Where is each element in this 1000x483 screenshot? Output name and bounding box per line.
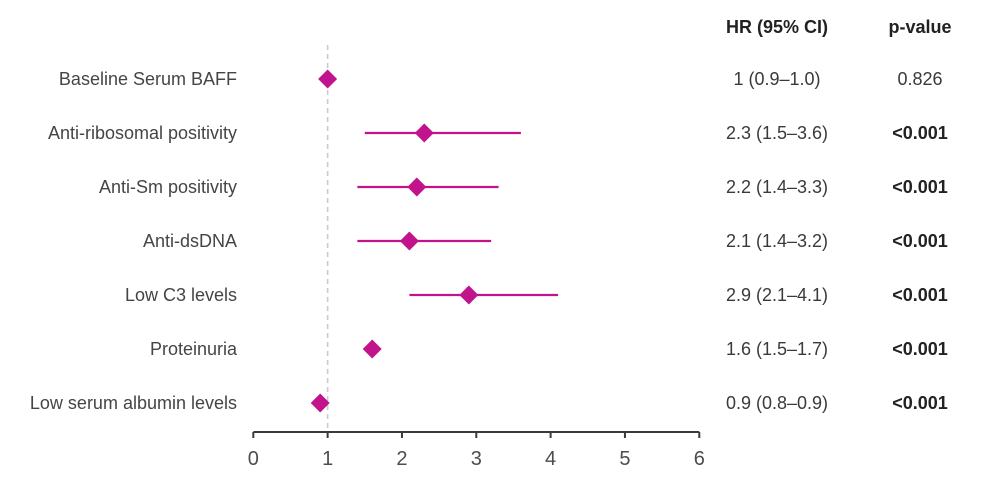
hr-diamond-marker bbox=[407, 177, 427, 197]
p-value: <0.001 bbox=[892, 339, 948, 359]
hr-column-header: HR (95% CI) bbox=[725, 17, 828, 37]
row-label: Anti-Sm positivity bbox=[98, 177, 237, 197]
x-axis-tick-label: 5 bbox=[619, 448, 630, 470]
hr-diamond-marker bbox=[310, 393, 330, 413]
row-label: Low serum albumin levels bbox=[29, 393, 237, 413]
p-value: <0.001 bbox=[892, 177, 948, 197]
row-label: Baseline Serum BAFF bbox=[58, 69, 237, 89]
hr-diamond-marker bbox=[362, 339, 382, 359]
row-label: Anti-dsDNA bbox=[142, 231, 237, 251]
x-axis-tick-label: 6 bbox=[694, 448, 705, 470]
p-value: <0.001 bbox=[892, 285, 948, 305]
hr-ci-value: 1.6 (1.5–1.7) bbox=[725, 339, 829, 359]
x-axis-tick-label: 0 bbox=[248, 448, 259, 470]
hr-ci-value: 2.9 (2.1–4.1) bbox=[725, 285, 829, 305]
hr-diamond-marker bbox=[414, 123, 434, 143]
hr-ci-value: 0.9 (0.8–0.9) bbox=[725, 393, 829, 413]
hr-values-column: 1 (0.9–1.0) 2.3 (1.5–3.6) 2.2 (1.4–3.3) 2.1… bbox=[697, 0, 857, 483]
p-value: <0.001 bbox=[892, 123, 948, 143]
p-values-column: 0.826 <0.001 <0.001 <0.001 <0.001 <0.001 <0.00… bbox=[850, 0, 990, 483]
hr-ci-value: 2.3 (1.5–3.6) bbox=[725, 123, 829, 143]
hr-diamond-marker bbox=[318, 69, 338, 89]
hr-diamond-marker bbox=[459, 285, 479, 305]
row-label: Low C3 levels bbox=[124, 285, 237, 305]
x-axis-tick-label: 4 bbox=[545, 448, 556, 470]
hr-ci-value: 2.2 (1.4–3.3) bbox=[725, 177, 829, 197]
hr-diamond-marker bbox=[399, 231, 419, 251]
x-axis-tick-label: 2 bbox=[396, 448, 407, 470]
hr-ci-value: 1 (0.9–1.0) bbox=[733, 69, 821, 89]
p-value: <0.001 bbox=[892, 393, 948, 413]
row-label: Anti-ribosomal positivity bbox=[47, 123, 237, 143]
hr-ci-value: 2.1 (1.4–3.2) bbox=[725, 231, 829, 251]
row-label: Proteinuria bbox=[149, 339, 237, 359]
p-value: <0.001 bbox=[892, 231, 948, 251]
row-labels-column: Baseline Serum BAFF Anti-ribosomal positi… bbox=[0, 0, 237, 483]
p-value-column-header: p-value bbox=[888, 17, 952, 37]
x-axis-tick-label: 1 bbox=[322, 448, 333, 470]
p-value: 0.826 bbox=[897, 69, 943, 89]
x-axis-tick-label: 3 bbox=[471, 448, 482, 470]
